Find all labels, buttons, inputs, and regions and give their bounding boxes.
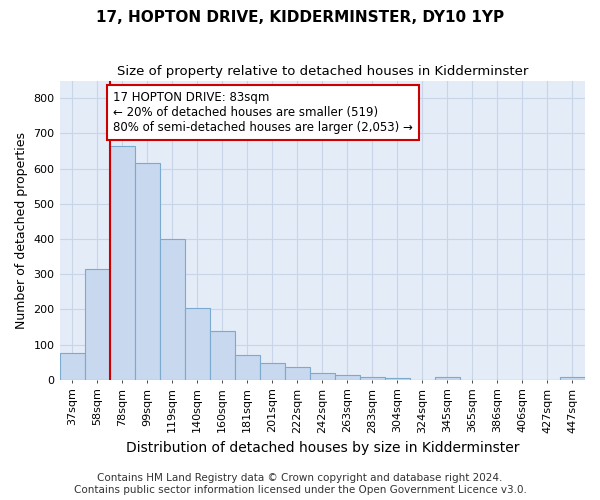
Bar [560,377,585,380]
X-axis label: Distribution of detached houses by size in Kidderminster: Distribution of detached houses by size … [125,441,519,455]
Text: Contains HM Land Registry data © Crown copyright and database right 2024.
Contai: Contains HM Land Registry data © Crown c… [74,474,526,495]
Y-axis label: Number of detached properties: Number of detached properties [15,132,28,328]
Bar [285,367,310,380]
Bar [185,308,209,380]
Bar [385,378,410,380]
Bar [360,377,385,380]
Bar [310,373,335,380]
Bar [59,354,85,380]
Bar [85,269,110,380]
Bar [335,374,360,380]
Bar [110,146,134,380]
Bar [160,239,185,380]
Text: 17 HOPTON DRIVE: 83sqm
← 20% of detached houses are smaller (519)
80% of semi-de: 17 HOPTON DRIVE: 83sqm ← 20% of detached… [113,91,413,134]
Bar [435,377,460,380]
Bar [235,356,260,380]
Title: Size of property relative to detached houses in Kidderminster: Size of property relative to detached ho… [116,65,528,78]
Bar [260,364,285,380]
Bar [134,164,160,380]
Bar [209,332,235,380]
Text: 17, HOPTON DRIVE, KIDDERMINSTER, DY10 1YP: 17, HOPTON DRIVE, KIDDERMINSTER, DY10 1Y… [96,10,504,25]
